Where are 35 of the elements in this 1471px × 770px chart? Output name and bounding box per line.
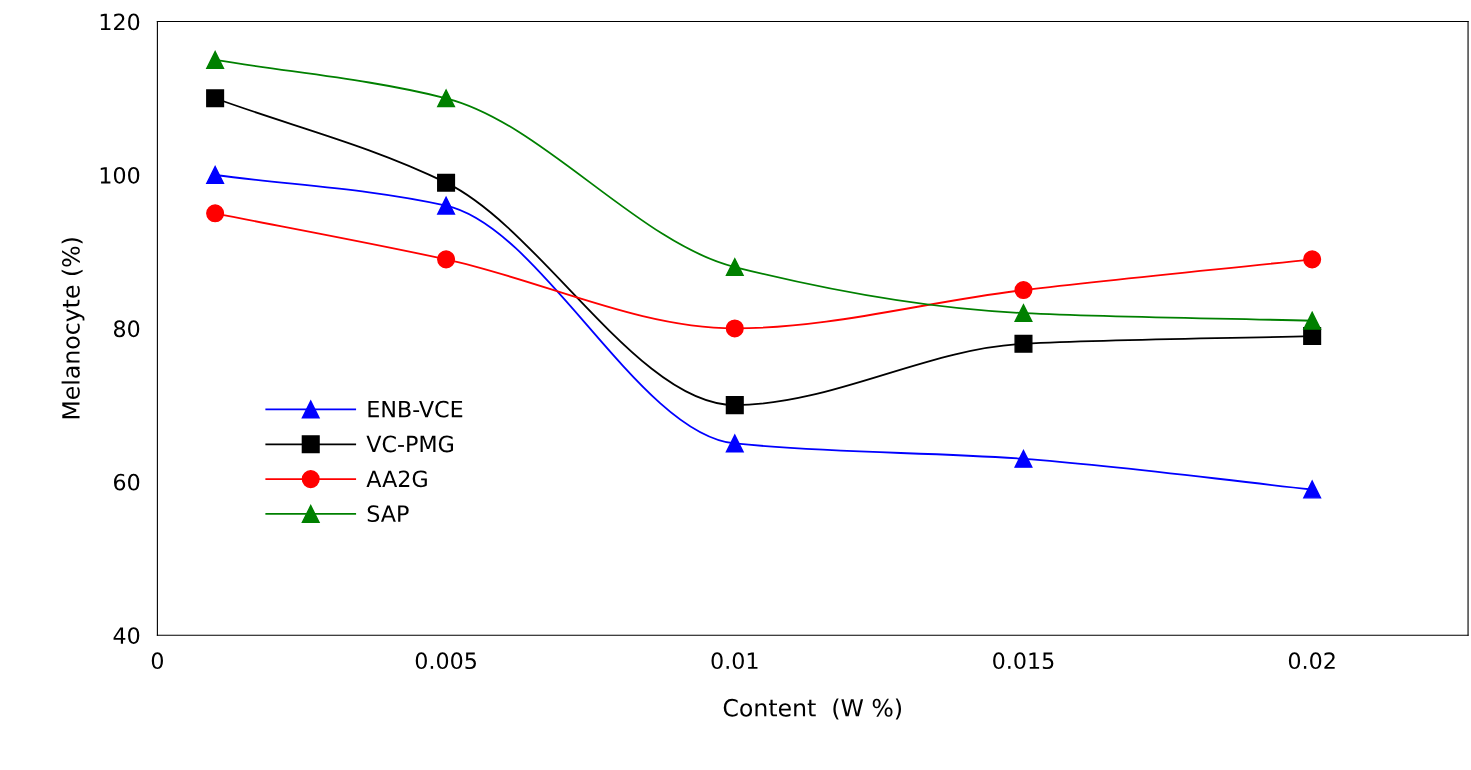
point [206,204,225,223]
x-axis-title: Content (W %) [723,698,902,720]
x-tick-label: 0.005 [415,652,476,670]
x-tick-label: 0 [151,652,163,670]
x-tick-label: 0.015 [993,652,1054,670]
point [725,434,744,453]
point [437,89,456,108]
point [1014,449,1033,468]
point [1014,281,1033,300]
legend-label: SAP [367,505,409,523]
legend-label: AA2G [366,470,427,488]
point [1014,334,1033,353]
y-tick-label: 100 [100,166,140,184]
y-tick-label: 120 [100,13,140,31]
y-tick-label: 80 [113,320,140,338]
y-axis-title: Melanocyte (%) [61,238,85,419]
x-tick-label: 0.02 [1288,652,1335,670]
legend-label: ENB-VCE [368,400,463,418]
point [437,173,456,192]
point [725,258,744,277]
point [437,196,456,215]
point [725,396,744,415]
point [1303,311,1322,330]
point [206,89,225,108]
point [1014,304,1033,323]
point [206,165,225,185]
point [206,50,225,69]
x-tick-label: 0.01 [711,652,758,670]
y-tick-label: 40 [113,627,140,645]
y-tick-label: 60 [114,473,140,491]
point [437,250,456,269]
point [1303,250,1322,269]
point [1303,480,1322,499]
legend-label: VC-PMG [366,435,453,453]
point [725,319,744,338]
